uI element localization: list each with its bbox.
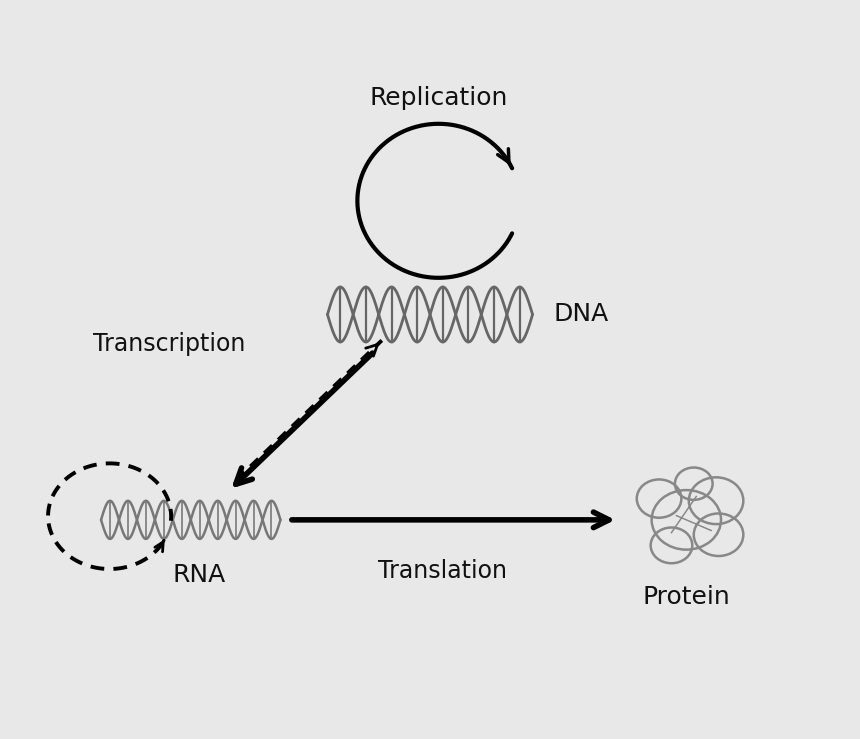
- Text: Transcription: Transcription: [93, 332, 246, 356]
- Text: Protein: Protein: [642, 585, 730, 609]
- Text: Replication: Replication: [369, 86, 507, 110]
- Text: Translation: Translation: [378, 559, 507, 583]
- Text: DNA: DNA: [554, 302, 609, 327]
- Text: RNA: RNA: [173, 563, 226, 587]
